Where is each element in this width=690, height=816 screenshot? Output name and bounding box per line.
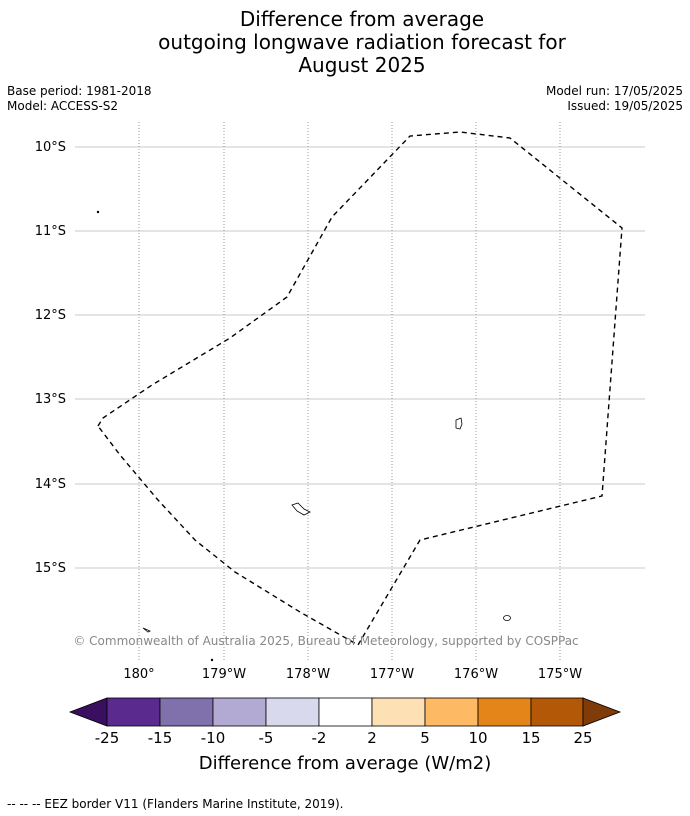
colorbar-segment: [530, 697, 584, 727]
eez-border: [97, 131, 623, 646]
colorbar-segment: [159, 697, 214, 727]
islands: [96, 210, 511, 662]
colorbar-segment: [212, 697, 267, 727]
lat-tick-label: 10°S: [35, 140, 66, 155]
title-line-3: August 2025: [298, 53, 426, 77]
colorbar-segment: [265, 697, 320, 727]
lat-tick-label: 14°S: [35, 477, 66, 492]
model-run: Model run: 17/05/2025: [545, 84, 683, 98]
issued-date: Issued: 19/05/2025: [567, 99, 683, 113]
lon-tick-label: 179°W: [202, 667, 246, 682]
meta-right: Model run: 17/05/2025 Issued: 19/05/2025: [546, 84, 683, 114]
lon-tick-labels: 180° 179°W 178°W 177°W 176°W 175°W: [123, 667, 582, 682]
base-period: Base period: 1981-2018: [7, 84, 152, 98]
island: [455, 417, 463, 430]
island: [142, 627, 151, 633]
colorbar-tick-label: 15: [521, 729, 541, 747]
colorbar-extend-high: [582, 697, 622, 727]
lat-tick-labels: 10°S 11°S 12°S 13°S 14°S 15°S: [35, 140, 66, 576]
island: [210, 658, 214, 662]
colorbar-tick-label: -5: [258, 729, 274, 747]
colorbar-tick-label: -25: [94, 729, 120, 747]
lat-tick-label: 15°S: [35, 561, 66, 576]
colorbar-extend-low: [68, 697, 108, 727]
colorbar-segment: [371, 697, 426, 727]
island: [96, 210, 100, 214]
colorbar-tick-label: 5: [420, 729, 430, 747]
lon-tick-label: 175°W: [538, 667, 582, 682]
colorbar-tick-label: -10: [200, 729, 226, 747]
lon-tick-label: 180°: [123, 667, 154, 682]
lat-tick-label: 11°S: [35, 224, 66, 239]
colorbar-tick-label: 25: [573, 729, 593, 747]
colorbar-segment: [318, 697, 373, 727]
colorbar-tick-label: 2: [367, 729, 377, 747]
colorbar-tick-label: 10: [468, 729, 488, 747]
copyright-notice: © Commonwealth of Australia 2025, Bureau…: [73, 634, 578, 648]
lon-tick-label: 176°W: [454, 667, 498, 682]
colorbar-segment: [424, 697, 479, 727]
meta-left: Base period: 1981-2018 Model: ACCESS-S2: [7, 84, 152, 114]
colorbar-title: Difference from average (W/m2): [198, 753, 492, 774]
lon-gridlines: [138, 122, 561, 660]
title-line-1: Difference from average: [239, 7, 485, 31]
colorbar-segment: [477, 697, 532, 727]
title-line-2: outgoing longwave radiation forecast for: [158, 30, 566, 54]
eez-legend-note: -- -- -- EEZ border V11 (Flanders Marine…: [7, 797, 344, 811]
lat-gridlines: [75, 146, 645, 569]
colorbar-tick-label: -15: [147, 729, 173, 747]
model-name: Model: ACCESS-S2: [7, 99, 119, 113]
island: [291, 502, 311, 516]
lon-tick-label: 177°W: [370, 667, 414, 682]
map-title: Difference from average outgoing longwav…: [0, 8, 690, 77]
colorbar: [68, 697, 622, 727]
lat-tick-label: 12°S: [35, 308, 66, 323]
colorbar-tick-label: -2: [311, 729, 327, 747]
lat-tick-label: 13°S: [35, 392, 66, 407]
lon-tick-label: 178°W: [286, 667, 330, 682]
island: [503, 615, 511, 621]
colorbar-segment: [106, 697, 161, 727]
